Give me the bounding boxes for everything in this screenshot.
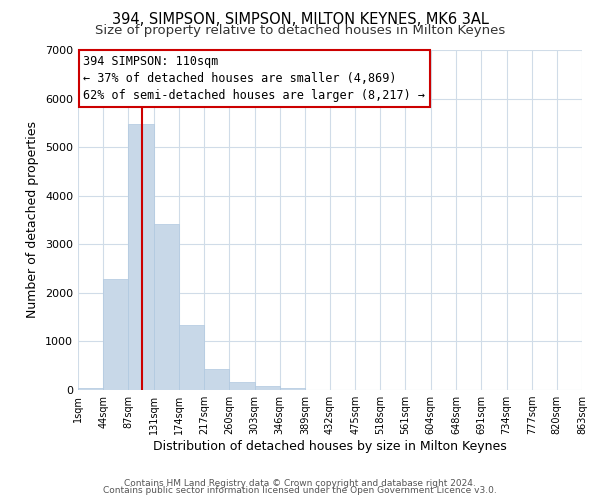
- X-axis label: Distribution of detached houses by size in Milton Keynes: Distribution of detached houses by size …: [153, 440, 507, 453]
- Text: Size of property relative to detached houses in Milton Keynes: Size of property relative to detached ho…: [95, 24, 505, 37]
- Bar: [179, 325, 204, 390]
- Bar: [229, 382, 254, 390]
- Text: 394 SIMPSON: 110sqm
← 37% of detached houses are smaller (4,869)
62% of semi-det: 394 SIMPSON: 110sqm ← 37% of detached ho…: [83, 55, 425, 102]
- Text: Contains HM Land Registry data © Crown copyright and database right 2024.: Contains HM Land Registry data © Crown c…: [124, 478, 476, 488]
- Bar: [280, 388, 305, 390]
- Text: Contains public sector information licensed under the Open Government Licence v3: Contains public sector information licen…: [103, 486, 497, 495]
- Bar: [103, 280, 128, 390]
- Bar: [128, 124, 154, 390]
- Bar: [254, 386, 280, 390]
- Y-axis label: Number of detached properties: Number of detached properties: [26, 122, 40, 318]
- Bar: [204, 368, 229, 390]
- Bar: [154, 224, 179, 390]
- Bar: [78, 388, 103, 390]
- Text: 394, SIMPSON, SIMPSON, MILTON KEYNES, MK6 3AL: 394, SIMPSON, SIMPSON, MILTON KEYNES, MK…: [112, 12, 488, 28]
